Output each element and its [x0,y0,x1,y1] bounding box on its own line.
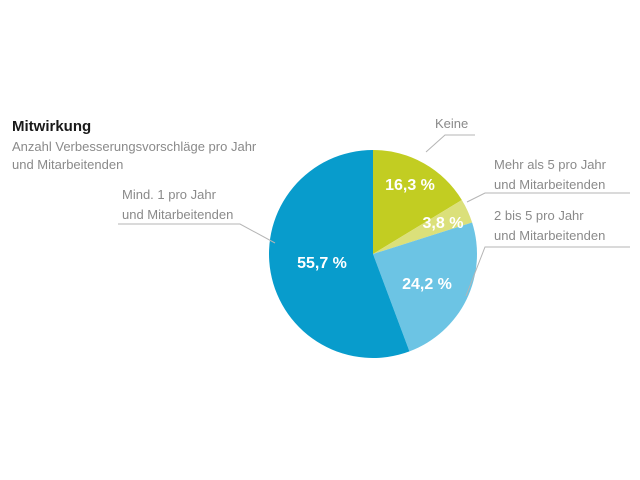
leader-line-0 [425,134,475,153]
leader-line-3 [118,223,276,244]
slice-category-label-3-1: und Mitarbeitenden [122,207,233,222]
slice-category-label-2-0: 2 bis 5 pro Jahr [494,208,584,223]
slice-value-label-0: 16,3 % [385,177,435,194]
slice-category-label-3-0: Mind. 1 pro Jahr [122,187,217,202]
chart-title: Mitwirkung [12,118,92,135]
chart-subtitle: Anzahl Verbesserungsvorschläge pro Jahr … [12,139,257,172]
slice-category-label-2-1: und Mitarbeitenden [494,228,605,243]
slice-value-label-1: 3,8 % [423,215,464,232]
pie-slice-2 [373,222,478,352]
leader-line-2 [465,246,630,297]
pie-slice-0 [373,150,462,254]
leader-line-1 [466,192,630,203]
pie-slice-3 [269,150,410,358]
pie-slice-1 [373,199,473,254]
slice-value-label-3: 55,7 % [297,255,347,272]
slice-value-label-2: 24,2 % [402,276,452,293]
slice-category-label-1-1: und Mitarbeitenden [494,177,605,192]
slice-category-label-0-0: Keine [435,116,468,131]
slice-category-label-1-0: Mehr als 5 pro Jahr [494,157,607,172]
